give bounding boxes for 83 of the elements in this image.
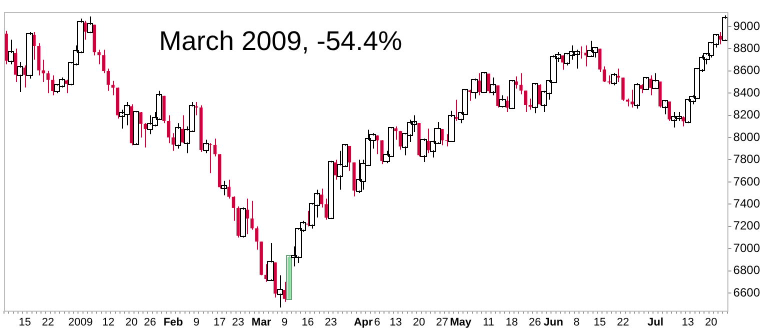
- x-tick-label: Jun: [544, 316, 564, 328]
- candlestick: [111, 80, 115, 96]
- y-tick-label: 7600: [733, 174, 760, 188]
- x-tick-label: 27: [436, 316, 448, 328]
- candlestick: [580, 46, 583, 60]
- candlestick: [478, 72, 481, 96]
- candlestick: [376, 134, 379, 155]
- x-tick-label: 13: [682, 316, 694, 328]
- candlestick: [426, 128, 430, 154]
- candlestick: [64, 79, 68, 94]
- candlestick: [84, 20, 87, 40]
- candlestick: [282, 281, 286, 302]
- x-tick-label: 20: [412, 316, 426, 328]
- candlestick: [180, 114, 184, 144]
- candlestick: [398, 130, 402, 150]
- x-tick-label: 2009: [68, 316, 93, 328]
- x-tick-label: 12: [102, 316, 114, 328]
- x-tick-label: 13: [390, 316, 402, 328]
- x-tick-label: 6: [374, 316, 380, 328]
- annotation: March 2009, -54.4%: [159, 26, 402, 56]
- x-tick-label: Feb: [163, 316, 184, 328]
- y-tick-label: 8200: [733, 108, 760, 122]
- y-tick-label: 7000: [733, 240, 760, 255]
- x-tick-label: Mar: [252, 316, 272, 328]
- candlestick: [14, 48, 18, 82]
- y-tick-label: 6600: [733, 285, 760, 300]
- x-tick-label: Jul: [647, 316, 664, 328]
- x-tick-label: 20: [125, 316, 138, 328]
- y-tick-label: 7800: [733, 152, 760, 166]
- candlestick: [649, 74, 652, 96]
- candlestick: [621, 77, 625, 102]
- candlestick: [630, 89, 634, 108]
- x-tick-label: 22: [616, 316, 630, 328]
- x-tick-label: 26: [528, 316, 542, 328]
- candlestick: [682, 116, 685, 127]
- candlestick: [440, 128, 444, 146]
- candlestick: [97, 49, 101, 65]
- x-tick-label: 23: [324, 316, 338, 328]
- x-tick-label: 8: [574, 316, 580, 328]
- candlestick: [394, 126, 398, 140]
- candlestick: [250, 200, 254, 230]
- y-tick-label: 8600: [733, 63, 760, 78]
- y-tick-label: 8400: [733, 85, 760, 100]
- candlestick: [32, 31, 36, 60]
- candlestick: [486, 73, 490, 94]
- candlestick: [538, 84, 542, 106]
- x-tick-label: 9: [193, 316, 200, 328]
- x-tick-label: 22: [42, 316, 54, 328]
- x-tick-label: 23: [232, 316, 244, 328]
- candlestick: [496, 84, 500, 108]
- candlestick: [144, 122, 148, 148]
- y-tick-label: 7400: [733, 196, 760, 210]
- y-tick-label: 7200: [733, 218, 760, 233]
- x-tick-label: 16: [302, 316, 314, 328]
- candlestick: [213, 138, 217, 157]
- candlestick: [514, 76, 518, 90]
- y-tick-label: 8000: [733, 130, 760, 144]
- x-tick-label: 20: [704, 316, 718, 328]
- candlestick: [46, 70, 50, 94]
- candlestick: [23, 64, 26, 88]
- y-tick-label: 6800: [733, 263, 760, 278]
- candlestick: [227, 179, 230, 200]
- x-tick-label: 15: [594, 316, 606, 328]
- x-tick-label: May: [450, 316, 472, 328]
- candlestick: [306, 210, 310, 227]
- candlestick: [668, 101, 671, 122]
- candlestick: [246, 198, 250, 235]
- y-tick-label: 8800: [733, 40, 760, 55]
- candlestick: [528, 98, 532, 110]
- x-tick-label: 17: [213, 316, 226, 328]
- candlestick: [334, 159, 338, 180]
- candlestick: [602, 66, 606, 82]
- x-tick-label: 26: [144, 316, 156, 328]
- y-tick-label: 9000: [733, 18, 760, 33]
- x-tick-label: 11: [482, 316, 494, 328]
- candlestick: [139, 111, 142, 138]
- x-tick-label: 15: [18, 316, 31, 328]
- x-tick-label: Apr: [354, 316, 374, 328]
- candlestick: [51, 74, 54, 96]
- x-tick-label: 9: [281, 316, 288, 328]
- x-tick-label: 18: [506, 316, 518, 328]
- candlestick: [598, 48, 602, 72]
- candlestick: [348, 145, 352, 172]
